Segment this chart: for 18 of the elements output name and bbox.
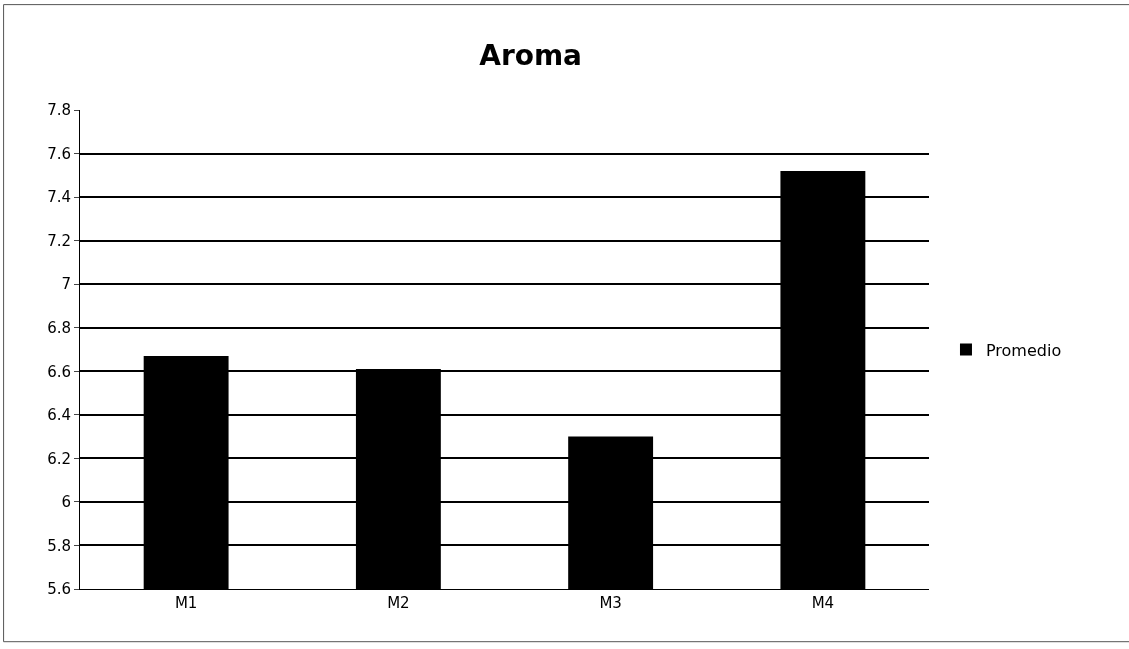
y-tick-label: 5.8 bbox=[47, 536, 71, 555]
x-tick-label: M3 bbox=[599, 594, 622, 612]
chart-title: Aroma bbox=[479, 39, 583, 73]
x-tick-label: M1 bbox=[174, 594, 198, 612]
y-tick-label: 7.6 bbox=[47, 144, 71, 163]
y-tick-label: 6.4 bbox=[47, 406, 71, 425]
y-tick-label: 7 bbox=[61, 275, 71, 294]
legend-label: Promedio bbox=[985, 340, 1062, 360]
y-tick-label: 7.8 bbox=[47, 101, 71, 120]
y-tick-label: 7.2 bbox=[47, 231, 71, 250]
y-tick-label: 6 bbox=[61, 493, 71, 512]
x-tick-label: M2 bbox=[387, 594, 410, 612]
y-tick-label: 6.6 bbox=[47, 362, 71, 381]
y-tick-label: 7.4 bbox=[47, 188, 71, 207]
y-tick-label: 6.8 bbox=[47, 318, 71, 337]
y-tick-label: 6.2 bbox=[47, 449, 71, 468]
x-tick-label: M4 bbox=[811, 594, 835, 612]
y-tick-label: 5.6 bbox=[47, 580, 71, 599]
